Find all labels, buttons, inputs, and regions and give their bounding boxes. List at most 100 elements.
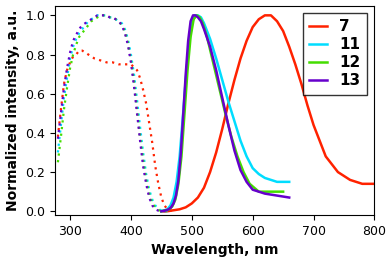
7 bbox=[232, 78, 237, 82]
13 bbox=[169, 206, 174, 209]
13 bbox=[178, 151, 183, 154]
7 bbox=[220, 127, 225, 130]
12 bbox=[269, 190, 273, 193]
13 bbox=[183, 73, 188, 76]
7 bbox=[183, 206, 188, 209]
11 bbox=[226, 100, 230, 103]
12 bbox=[200, 22, 205, 25]
12 bbox=[235, 155, 240, 158]
13 bbox=[244, 180, 249, 183]
11 bbox=[189, 22, 194, 25]
13 bbox=[166, 208, 171, 211]
12 bbox=[241, 170, 246, 174]
7 bbox=[256, 18, 261, 21]
13 bbox=[263, 192, 267, 195]
12 bbox=[197, 16, 202, 19]
13 bbox=[196, 16, 200, 19]
11 bbox=[263, 176, 267, 180]
7 bbox=[372, 182, 377, 185]
7 bbox=[171, 209, 176, 212]
12 bbox=[179, 155, 184, 158]
13 bbox=[191, 14, 195, 17]
13 bbox=[171, 202, 176, 205]
11 bbox=[171, 196, 176, 199]
7 bbox=[189, 202, 194, 205]
13 bbox=[275, 194, 279, 197]
13 bbox=[181, 112, 186, 115]
11 bbox=[187, 45, 191, 48]
X-axis label: Wavelength, nm: Wavelength, nm bbox=[151, 244, 278, 257]
7 bbox=[165, 210, 170, 213]
13 bbox=[201, 28, 206, 31]
7 bbox=[269, 14, 273, 17]
11 bbox=[159, 210, 164, 213]
7 bbox=[348, 178, 352, 181]
7 bbox=[263, 14, 267, 17]
11 bbox=[174, 180, 179, 183]
12 bbox=[173, 198, 178, 201]
11 bbox=[256, 173, 261, 176]
11 bbox=[183, 78, 188, 82]
13 bbox=[164, 209, 169, 212]
Line: 12: 12 bbox=[162, 15, 283, 211]
12 bbox=[205, 35, 209, 38]
11 bbox=[244, 155, 249, 158]
11 bbox=[168, 204, 173, 207]
13 bbox=[188, 20, 193, 23]
13 bbox=[220, 96, 225, 99]
Y-axis label: Normalized intensity, a.u.: Normalized intensity, a.u. bbox=[5, 10, 20, 211]
12 bbox=[188, 35, 193, 38]
11 bbox=[220, 78, 225, 82]
12 bbox=[167, 208, 172, 211]
11 bbox=[201, 22, 206, 25]
7 bbox=[275, 20, 279, 23]
12 bbox=[170, 205, 175, 208]
7 bbox=[305, 104, 310, 107]
12 bbox=[247, 182, 252, 185]
7 bbox=[159, 210, 164, 213]
13 bbox=[199, 20, 203, 23]
13 bbox=[226, 123, 230, 127]
Line: 11: 11 bbox=[162, 15, 289, 211]
13 bbox=[174, 194, 178, 197]
11 bbox=[199, 16, 203, 19]
11 bbox=[281, 180, 285, 183]
Legend: 7, 11, 12, 13: 7, 11, 12, 13 bbox=[303, 13, 367, 95]
7 bbox=[299, 82, 304, 85]
7 bbox=[238, 57, 243, 60]
12 bbox=[159, 210, 164, 213]
Line: 7: 7 bbox=[162, 15, 374, 211]
11 bbox=[180, 118, 185, 121]
Line: 13: 13 bbox=[162, 15, 289, 211]
7 bbox=[214, 151, 218, 154]
7 bbox=[250, 26, 255, 29]
12 bbox=[164, 209, 169, 212]
12 bbox=[256, 190, 261, 193]
7 bbox=[226, 102, 230, 105]
12 bbox=[229, 135, 234, 138]
13 bbox=[186, 39, 191, 42]
7 bbox=[323, 155, 328, 158]
13 bbox=[176, 178, 181, 181]
11 bbox=[238, 139, 243, 142]
11 bbox=[196, 14, 200, 17]
11 bbox=[269, 178, 273, 181]
11 bbox=[192, 14, 197, 17]
7 bbox=[196, 196, 200, 199]
11 bbox=[250, 166, 255, 170]
11 bbox=[232, 120, 237, 123]
12 bbox=[176, 182, 181, 185]
13 bbox=[208, 45, 212, 48]
13 bbox=[214, 69, 218, 72]
12 bbox=[182, 112, 187, 115]
7 bbox=[336, 170, 340, 174]
12 bbox=[191, 18, 196, 21]
7 bbox=[360, 182, 365, 185]
12 bbox=[223, 112, 228, 115]
7 bbox=[287, 45, 292, 48]
13 bbox=[238, 169, 243, 172]
7 bbox=[244, 39, 249, 42]
11 bbox=[275, 180, 279, 183]
7 bbox=[208, 170, 212, 174]
12 bbox=[217, 86, 221, 89]
